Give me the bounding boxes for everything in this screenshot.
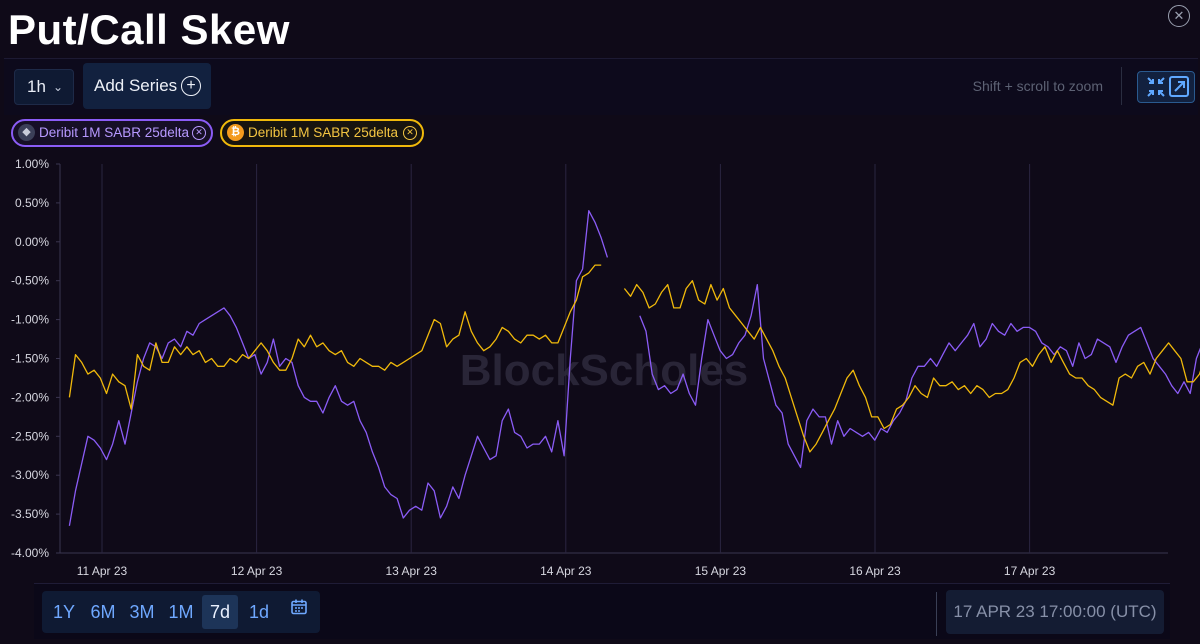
x-tick-label: 13 Apr 23 — [386, 564, 438, 578]
skew-chart[interactable]: BlockScholes 1.00% 0.50% 0.00% -0.50% -1.00%… — [0, 150, 1200, 580]
range-1y-button[interactable]: 1Y — [52, 602, 76, 622]
bottom-divider — [936, 592, 937, 636]
page-title: Put/Call Skew — [8, 6, 290, 53]
collapse-icon — [1147, 77, 1165, 97]
x-tick-label: 12 Apr 23 — [231, 564, 283, 578]
add-series-label: Add Series — [94, 76, 178, 95]
series-chip-label: Deribit 1M SABR 25delta — [248, 125, 399, 140]
remove-series-icon[interactable]: ✕ — [192, 126, 206, 140]
range-6m-button[interactable]: 6M — [90, 602, 116, 622]
y-tick-label: 1.00% — [15, 157, 49, 171]
fullscreen-button[interactable] — [1137, 71, 1195, 103]
btc-icon: ₿ — [227, 124, 244, 141]
y-tick-label: -2.00% — [11, 390, 49, 404]
series-chip-btc[interactable]: ₿ Deribit 1M SABR 25delta ✕ — [220, 119, 424, 147]
x-tick-label: 16 Apr 23 — [849, 564, 901, 578]
range-3m-button[interactable]: 3M — [129, 602, 155, 622]
interval-select[interactable]: 1h ⌄ — [14, 69, 74, 105]
interval-value: 1h — [27, 77, 46, 96]
eth-series-line — [639, 283, 1200, 469]
remove-series-icon[interactable]: ✕ — [403, 126, 417, 140]
add-series-button[interactable]: Add Series + — [83, 63, 211, 109]
range-1m-button[interactable]: 1M — [168, 602, 194, 622]
y-tick-label: -1.00% — [11, 313, 49, 327]
close-icon[interactable]: ✕ — [1168, 5, 1190, 27]
y-tick-label: -4.00% — [11, 546, 49, 560]
watermark: BlockScholes — [460, 346, 749, 395]
grid — [59, 164, 1168, 554]
date-display[interactable]: 17 APR 23 17:00:00 (UTC) — [946, 590, 1164, 634]
y-tick-label: -2.50% — [11, 429, 49, 443]
plus-circle-icon: + — [181, 76, 201, 96]
series-chip-label: Deribit 1M SABR 25delta — [39, 125, 190, 140]
x-tick-label: 15 Apr 23 — [695, 564, 747, 578]
calendar-icon[interactable] — [282, 595, 316, 629]
y-tick-label: -0.50% — [11, 274, 49, 288]
x-tick-label: 17 Apr 23 — [1004, 564, 1056, 578]
y-axis: 1.00% 0.50% 0.00% -0.50% -1.00% -1.50% -2.00% -… — [11, 157, 60, 560]
range-selector: 1Y 6M 3M 1M 7d 1d — [42, 591, 320, 633]
chart-toolbar: 1h ⌄ Add Series + Shift + scroll to zoom — [4, 58, 1198, 115]
chevron-down-icon: ⌄ — [52, 80, 63, 94]
series-chip-eth[interactable]: ◆ Deribit 1M SABR 25delta ✕ — [11, 119, 213, 147]
expand-icon — [1169, 76, 1189, 97]
zoom-hint: Shift + scroll to zoom — [972, 78, 1103, 94]
y-tick-label: -3.50% — [11, 507, 49, 521]
toolbar-divider — [1121, 67, 1122, 105]
x-axis: 11 Apr 23 12 Apr 23 13 Apr 23 14 Apr 23 15 A… — [77, 564, 1056, 578]
range-7d-button[interactable]: 7d — [202, 595, 238, 629]
range-1d-button[interactable]: 1d — [248, 602, 270, 622]
y-tick-label: -3.00% — [11, 468, 49, 482]
range-bar: 1Y 6M 3M 1M 7d 1d 17 APR 23 17:00:00 (UT… — [34, 583, 1170, 639]
y-tick-label: 0.50% — [15, 196, 49, 210]
x-tick-label: 11 Apr 23 — [77, 564, 128, 578]
y-tick-label: 0.00% — [15, 235, 49, 249]
y-tick-label: -1.50% — [11, 352, 49, 366]
btc-series-line — [68, 264, 602, 410]
series — [68, 210, 1200, 526]
x-tick-label: 14 Apr 23 — [540, 564, 592, 578]
btc-series-line — [623, 280, 1200, 453]
eth-icon: ◆ — [18, 124, 35, 141]
